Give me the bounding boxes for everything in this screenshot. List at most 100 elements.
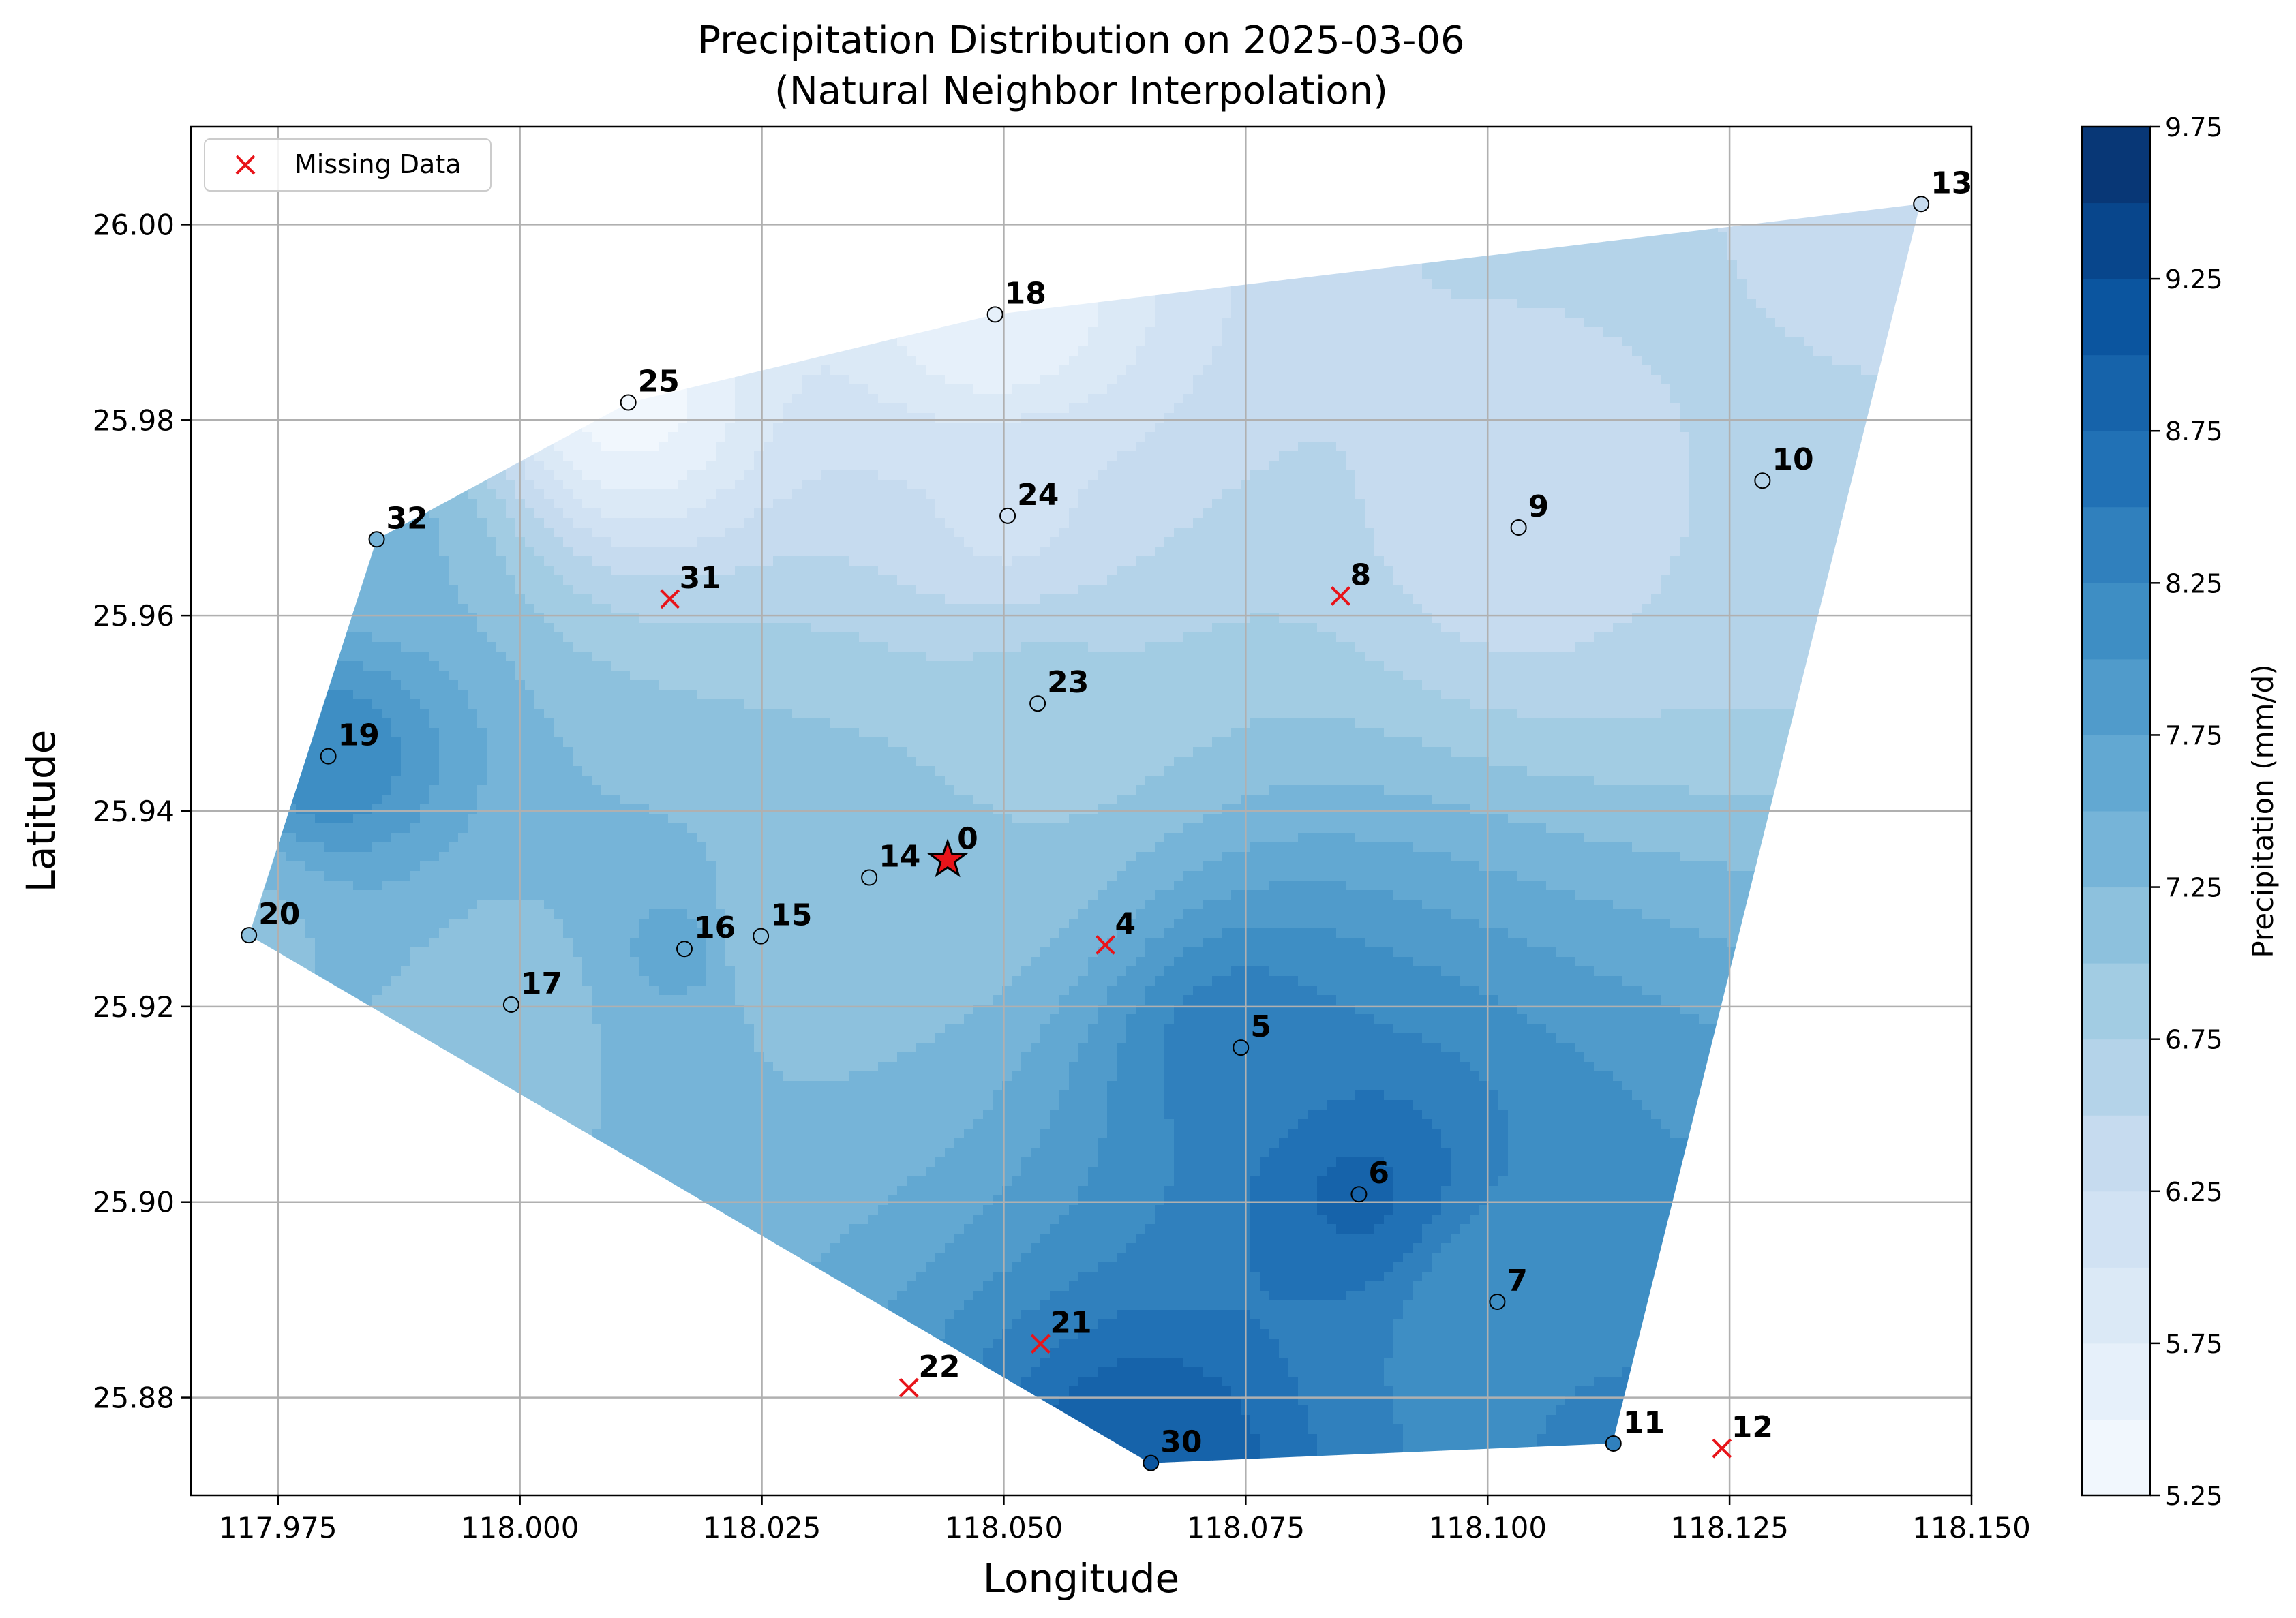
field-cell — [840, 365, 850, 376]
field-cell — [1031, 365, 1041, 376]
field-cell — [1689, 318, 1700, 328]
field-cell — [1479, 270, 1490, 280]
field-cell — [1164, 308, 1175, 318]
field-cell — [1126, 375, 1136, 385]
field-cell — [1059, 365, 1070, 376]
field-cell — [1699, 241, 1709, 251]
field-cell — [1222, 356, 1232, 366]
field-cell — [1689, 337, 1700, 347]
field-cell — [1308, 365, 1318, 376]
field-cell — [1193, 365, 1203, 376]
field-cell — [1403, 318, 1413, 328]
field-cell — [1374, 308, 1385, 318]
field-cell — [1183, 356, 1194, 366]
field-cell — [1040, 356, 1051, 366]
field-cell — [1584, 299, 1595, 309]
field-cell — [1441, 289, 1451, 299]
field-cell — [1813, 241, 1824, 251]
field-cell — [1747, 270, 1757, 280]
field-cell — [926, 375, 936, 385]
field-cell — [1460, 308, 1470, 318]
field-cell — [1222, 365, 1232, 376]
field-cell — [1346, 308, 1356, 318]
field-cell — [1642, 337, 1652, 347]
field-cell — [1880, 299, 1890, 309]
field-cell — [1708, 318, 1719, 328]
field-cell — [1527, 270, 1537, 280]
field-cell — [1231, 308, 1241, 318]
field-cell — [935, 365, 946, 376]
field-cell — [1136, 337, 1146, 347]
field-cell — [1680, 279, 1690, 290]
field-cell — [821, 375, 831, 385]
field-cell — [1517, 299, 1528, 309]
field-cell — [1565, 260, 1575, 271]
field-cell — [1365, 365, 1375, 376]
field-cell — [1737, 241, 1747, 251]
field-cell — [1527, 289, 1537, 299]
field-cell — [1403, 346, 1413, 356]
field-cell — [1117, 356, 1127, 366]
field-cell — [1832, 213, 1843, 223]
field-cell — [1432, 346, 1442, 356]
field-cell — [1508, 279, 1518, 290]
field-cell — [1403, 365, 1413, 376]
field-cell — [1861, 356, 1871, 366]
field-cell — [1107, 365, 1117, 376]
field-cell — [1747, 365, 1757, 376]
field-cell — [1661, 318, 1671, 328]
field-cell — [1699, 337, 1709, 347]
field-cell — [964, 356, 974, 366]
field-cell — [1804, 260, 1814, 271]
field-cell — [1804, 318, 1814, 328]
field-cell — [1279, 346, 1289, 356]
field-cell — [1078, 327, 1089, 337]
field-cell — [916, 346, 926, 356]
field-cell — [1174, 308, 1184, 318]
field-cell — [1136, 346, 1146, 356]
field-cell — [1699, 289, 1709, 299]
field-cell — [1174, 375, 1184, 385]
field-cell — [1136, 327, 1146, 337]
field-cell — [1756, 299, 1766, 309]
field-cell — [1871, 241, 1881, 251]
field-cell — [1451, 318, 1461, 328]
field-cell — [1670, 241, 1680, 251]
field-cell — [1393, 356, 1404, 366]
field-cell — [1145, 346, 1155, 356]
field-cell — [1088, 356, 1098, 366]
field-cell — [868, 346, 879, 356]
field-cell — [1737, 327, 1747, 337]
field-cell — [1852, 279, 1862, 290]
field-cell — [1517, 318, 1528, 328]
field-cell — [1880, 270, 1890, 280]
field-cell — [1546, 251, 1556, 261]
field-cell — [1775, 365, 1785, 376]
field-cell — [1336, 356, 1346, 366]
field-cell — [1603, 260, 1614, 271]
field-cell — [1136, 375, 1146, 385]
field-cell — [1813, 251, 1824, 261]
field-cell — [1613, 279, 1623, 290]
field-cell — [1794, 232, 1804, 242]
field-cell — [1059, 308, 1070, 318]
field-cell — [1231, 365, 1241, 376]
field-cell — [1222, 346, 1232, 356]
field-cell — [1527, 337, 1537, 347]
field-cell — [888, 346, 898, 356]
field-cell — [1813, 308, 1824, 318]
field-cell — [1775, 308, 1785, 318]
field-cell — [1699, 346, 1709, 356]
field-cell — [1603, 346, 1614, 356]
field-cell — [1575, 327, 1585, 337]
field-cell — [1107, 299, 1117, 309]
field-cell — [1622, 356, 1633, 366]
field-cell — [1432, 260, 1442, 271]
field-cell — [1288, 337, 1299, 347]
field-cell — [1460, 346, 1470, 356]
field-cell — [1861, 337, 1871, 347]
field-cell — [1250, 375, 1260, 385]
field-cell — [1880, 308, 1890, 318]
field-cell — [1088, 365, 1098, 376]
field-cell — [973, 375, 984, 385]
